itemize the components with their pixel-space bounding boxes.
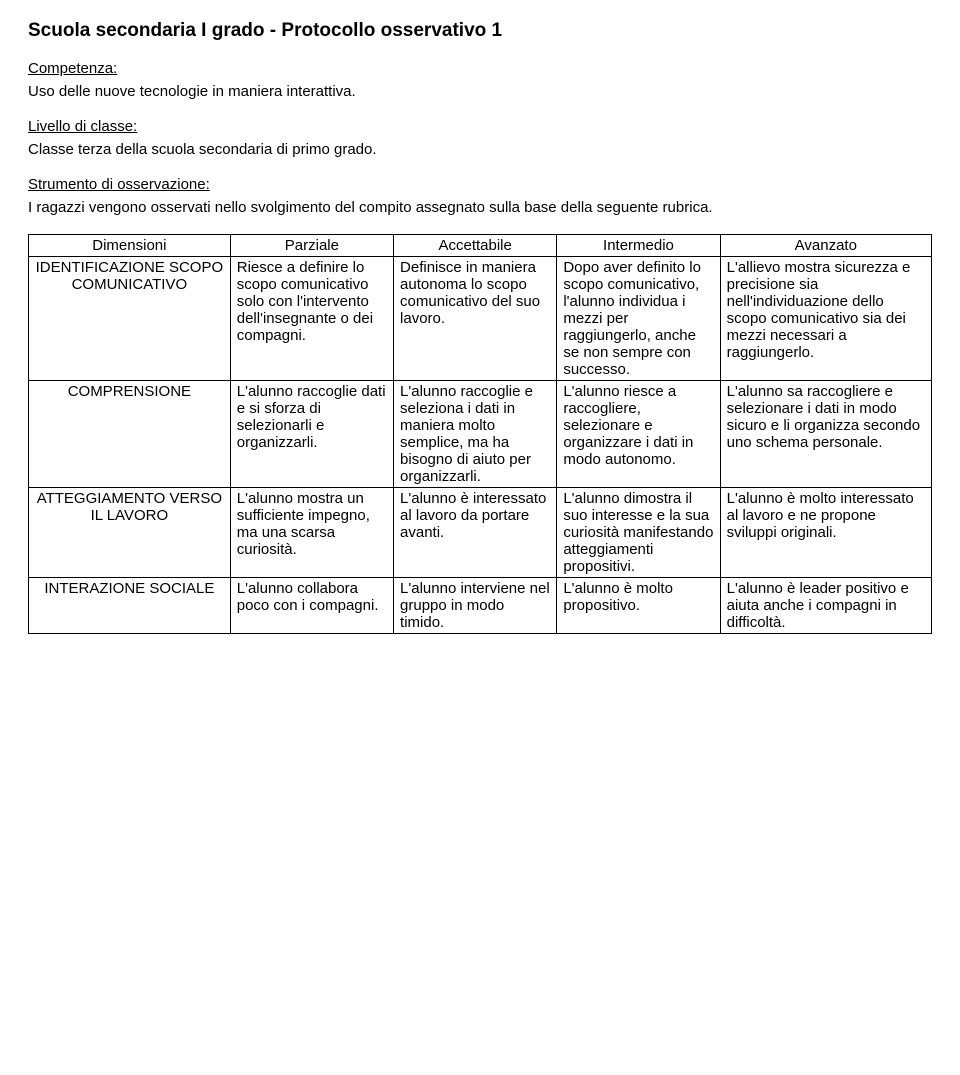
cell-avanzato: L'alunno è molto interessato al lavoro e… (720, 488, 931, 578)
competenza-label: Competenza: (28, 60, 932, 77)
cell-parziale: L'alunno collabora poco con i compagni. (230, 578, 393, 634)
cell-parziale: Riesce a definire lo scopo comunicativo … (230, 257, 393, 381)
cell-intermedio: L'alunno riesce a raccogliere, seleziona… (557, 381, 720, 488)
strumento-label: Strumento di osservazione: (28, 176, 932, 193)
cell-parziale: L'alunno raccoglie dati e si sforza di s… (230, 381, 393, 488)
cell-avanzato: L'allievo mostra sicurezza e precisione … (720, 257, 931, 381)
competenza-text: Uso delle nuove tecnologie in maniera in… (28, 83, 932, 100)
table-row: INTERAZIONE SOCIALE L'alunno collabora p… (29, 578, 932, 634)
page-title: Scuola secondaria I grado - Protocollo o… (28, 20, 932, 42)
livello-text: Classe terza della scuola secondaria di … (28, 141, 932, 158)
cell-intermedio: L'alunno dimostra il suo interesse e la … (557, 488, 720, 578)
cell-accettabile: L'alunno è interessato al lavoro da port… (394, 488, 557, 578)
table-header-row: Dimensioni Parziale Accettabile Intermed… (29, 235, 932, 257)
table-row: IDENTIFICAZIONE SCOPO COMUNICATIVO Riesc… (29, 257, 932, 381)
cell-accettabile: L'alunno interviene nel gruppo in modo t… (394, 578, 557, 634)
cell-accettabile: Definisce in maniera autonoma lo scopo c… (394, 257, 557, 381)
cell-dim: INTERAZIONE SOCIALE (29, 578, 231, 634)
cell-avanzato: L'alunno è leader positivo e aiuta anche… (720, 578, 931, 634)
cell-accettabile: L'alunno raccoglie e seleziona i dati in… (394, 381, 557, 488)
livello-label: Livello di classe: (28, 118, 932, 135)
header-intermedio: Intermedio (557, 235, 720, 257)
header-parziale: Parziale (230, 235, 393, 257)
cell-dim: ATTEGGIAMENTO VERSO IL LAVORO (29, 488, 231, 578)
cell-intermedio: L'alunno è molto propositivo. (557, 578, 720, 634)
rubric-table: Dimensioni Parziale Accettabile Intermed… (28, 234, 932, 634)
cell-dim: IDENTIFICAZIONE SCOPO COMUNICATIVO (29, 257, 231, 381)
header-avanzato: Avanzato (720, 235, 931, 257)
cell-intermedio: Dopo aver definito lo scopo comunicativo… (557, 257, 720, 381)
cell-parziale: L'alunno mostra un sufficiente impegno, … (230, 488, 393, 578)
header-accettabile: Accettabile (394, 235, 557, 257)
header-dimensioni: Dimensioni (29, 235, 231, 257)
table-row: ATTEGGIAMENTO VERSO IL LAVORO L'alunno m… (29, 488, 932, 578)
table-row: COMPRENSIONE L'alunno raccoglie dati e s… (29, 381, 932, 488)
cell-avanzato: L'alunno sa raccogliere e selezionare i … (720, 381, 931, 488)
cell-dim: COMPRENSIONE (29, 381, 231, 488)
strumento-text: I ragazzi vengono osservati nello svolgi… (28, 199, 932, 216)
